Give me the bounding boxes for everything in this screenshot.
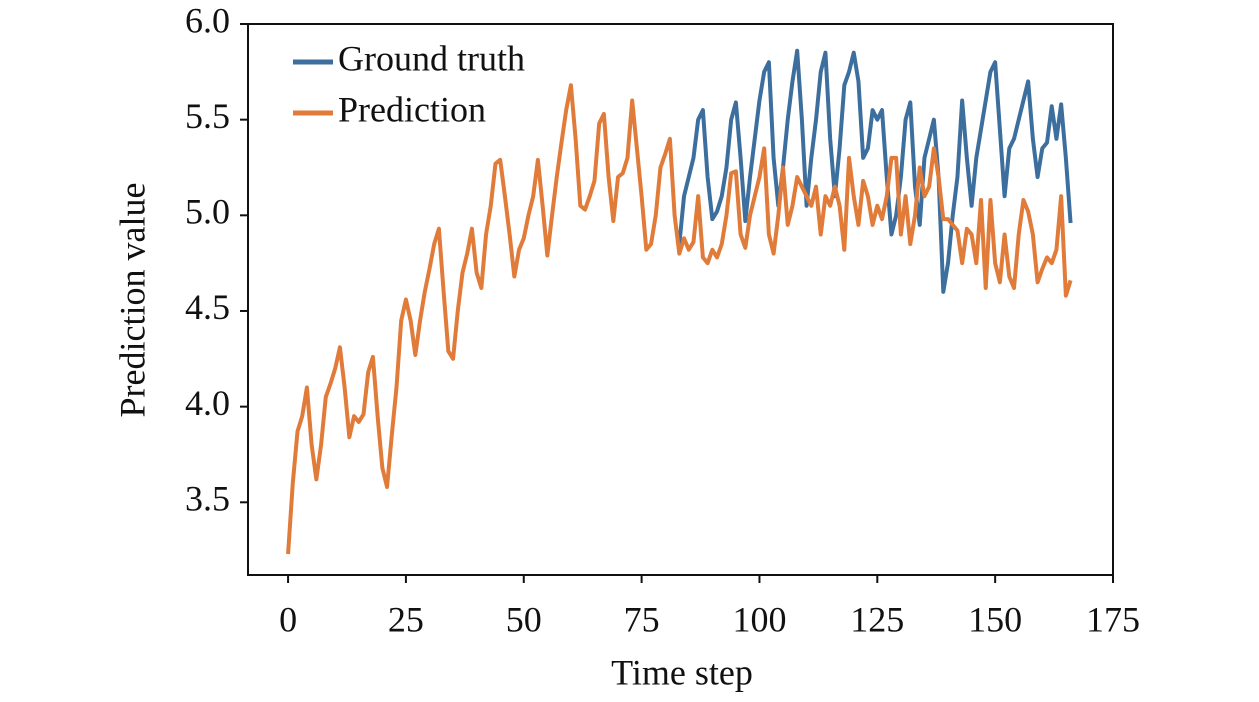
x-tick-label: 100 bbox=[732, 599, 786, 639]
x-tick-label: 25 bbox=[388, 599, 424, 639]
y-tick-label: 6.0 bbox=[185, 0, 230, 40]
legend-label: Ground truth bbox=[338, 38, 525, 78]
y-tick-label: 3.5 bbox=[185, 479, 230, 519]
y-tick-label: 4.0 bbox=[185, 383, 230, 423]
x-tick-label: 0 bbox=[279, 599, 297, 639]
y-axis-label: Prediction value bbox=[112, 183, 152, 418]
x-tick-label: 75 bbox=[624, 599, 660, 639]
x-axis-label: Time step bbox=[611, 652, 753, 692]
data-line bbox=[677, 48, 1073, 294]
legend-label: Prediction bbox=[338, 89, 486, 129]
x-tick-label: 150 bbox=[968, 599, 1022, 639]
x-tick-label: 50 bbox=[506, 599, 542, 639]
plot-frame bbox=[247, 23, 1114, 576]
x-tick-label: 175 bbox=[1086, 599, 1140, 639]
x-tick-label: 125 bbox=[850, 599, 904, 639]
y-tick-label: 5.5 bbox=[185, 96, 230, 136]
y-tick-label: 5.0 bbox=[185, 192, 230, 232]
y-tick-label: 4.5 bbox=[185, 287, 230, 327]
data-line bbox=[286, 83, 1073, 555]
